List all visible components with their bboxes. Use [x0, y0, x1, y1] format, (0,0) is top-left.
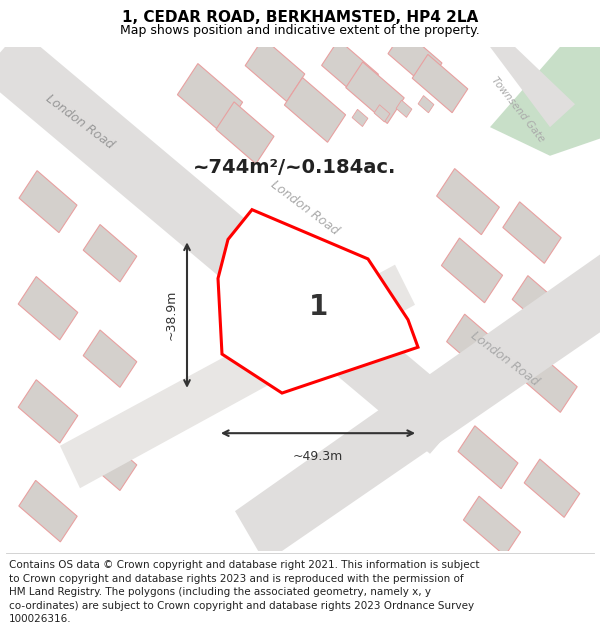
- Bar: [442, 238, 503, 302]
- Text: ~38.9m: ~38.9m: [164, 290, 178, 340]
- Bar: [20, 66, 80, 131]
- Text: 1: 1: [308, 293, 328, 321]
- Polygon shape: [235, 248, 600, 562]
- Text: HM Land Registry. The polygons (including the associated geometry, namely x, y: HM Land Registry. The polygons (includin…: [9, 587, 431, 597]
- Bar: [85, 121, 139, 179]
- Text: London Road: London Road: [469, 329, 542, 388]
- Text: to Crown copyright and database rights 2023 and is reproduced with the permissio: to Crown copyright and database rights 2…: [9, 574, 464, 584]
- Text: 100026316.: 100026316.: [9, 614, 71, 624]
- Bar: [418, 96, 434, 112]
- Bar: [512, 276, 568, 334]
- Text: Cedar Road: Cedar Road: [229, 337, 292, 376]
- Bar: [178, 64, 242, 133]
- Bar: [245, 38, 305, 101]
- Bar: [463, 496, 521, 556]
- Bar: [346, 62, 404, 124]
- Bar: [412, 54, 468, 112]
- Bar: [216, 102, 274, 164]
- Bar: [519, 351, 577, 413]
- Text: London Road: London Road: [268, 177, 341, 237]
- Bar: [322, 40, 379, 100]
- Bar: [18, 380, 78, 443]
- Bar: [374, 105, 390, 122]
- Bar: [284, 78, 346, 142]
- Text: co-ordinates) are subject to Crown copyright and database rights 2023 Ordnance S: co-ordinates) are subject to Crown copyr…: [9, 601, 474, 611]
- Polygon shape: [490, 47, 575, 127]
- Text: ~49.3m: ~49.3m: [293, 449, 343, 462]
- Polygon shape: [490, 47, 600, 156]
- Bar: [437, 169, 499, 234]
- Polygon shape: [218, 209, 418, 393]
- Bar: [83, 330, 137, 388]
- Bar: [18, 277, 78, 340]
- Text: Contains OS data © Crown copyright and database right 2021. This information is : Contains OS data © Crown copyright and d…: [9, 560, 479, 570]
- Text: ~744m²/~0.184ac.: ~744m²/~0.184ac.: [193, 158, 397, 177]
- Bar: [396, 100, 412, 118]
- Polygon shape: [0, 29, 470, 454]
- Bar: [19, 481, 77, 542]
- Text: Townsend Gate: Townsend Gate: [490, 76, 547, 144]
- Bar: [388, 30, 442, 87]
- Polygon shape: [60, 264, 415, 488]
- Bar: [19, 171, 77, 232]
- Text: Map shows position and indicative extent of the property.: Map shows position and indicative extent…: [120, 24, 480, 36]
- Bar: [458, 426, 518, 489]
- Bar: [524, 459, 580, 518]
- Bar: [83, 224, 137, 282]
- Bar: [446, 314, 509, 380]
- Bar: [352, 109, 368, 126]
- Bar: [83, 433, 137, 491]
- Text: London Road: London Road: [43, 92, 116, 151]
- Bar: [503, 202, 561, 263]
- Text: 1, CEDAR ROAD, BERKHAMSTED, HP4 2LA: 1, CEDAR ROAD, BERKHAMSTED, HP4 2LA: [122, 10, 478, 25]
